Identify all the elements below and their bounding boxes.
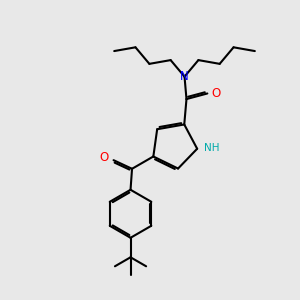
- Text: N: N: [179, 70, 188, 83]
- Text: O: O: [212, 87, 221, 100]
- Text: NH: NH: [204, 143, 219, 153]
- Text: O: O: [100, 151, 109, 164]
